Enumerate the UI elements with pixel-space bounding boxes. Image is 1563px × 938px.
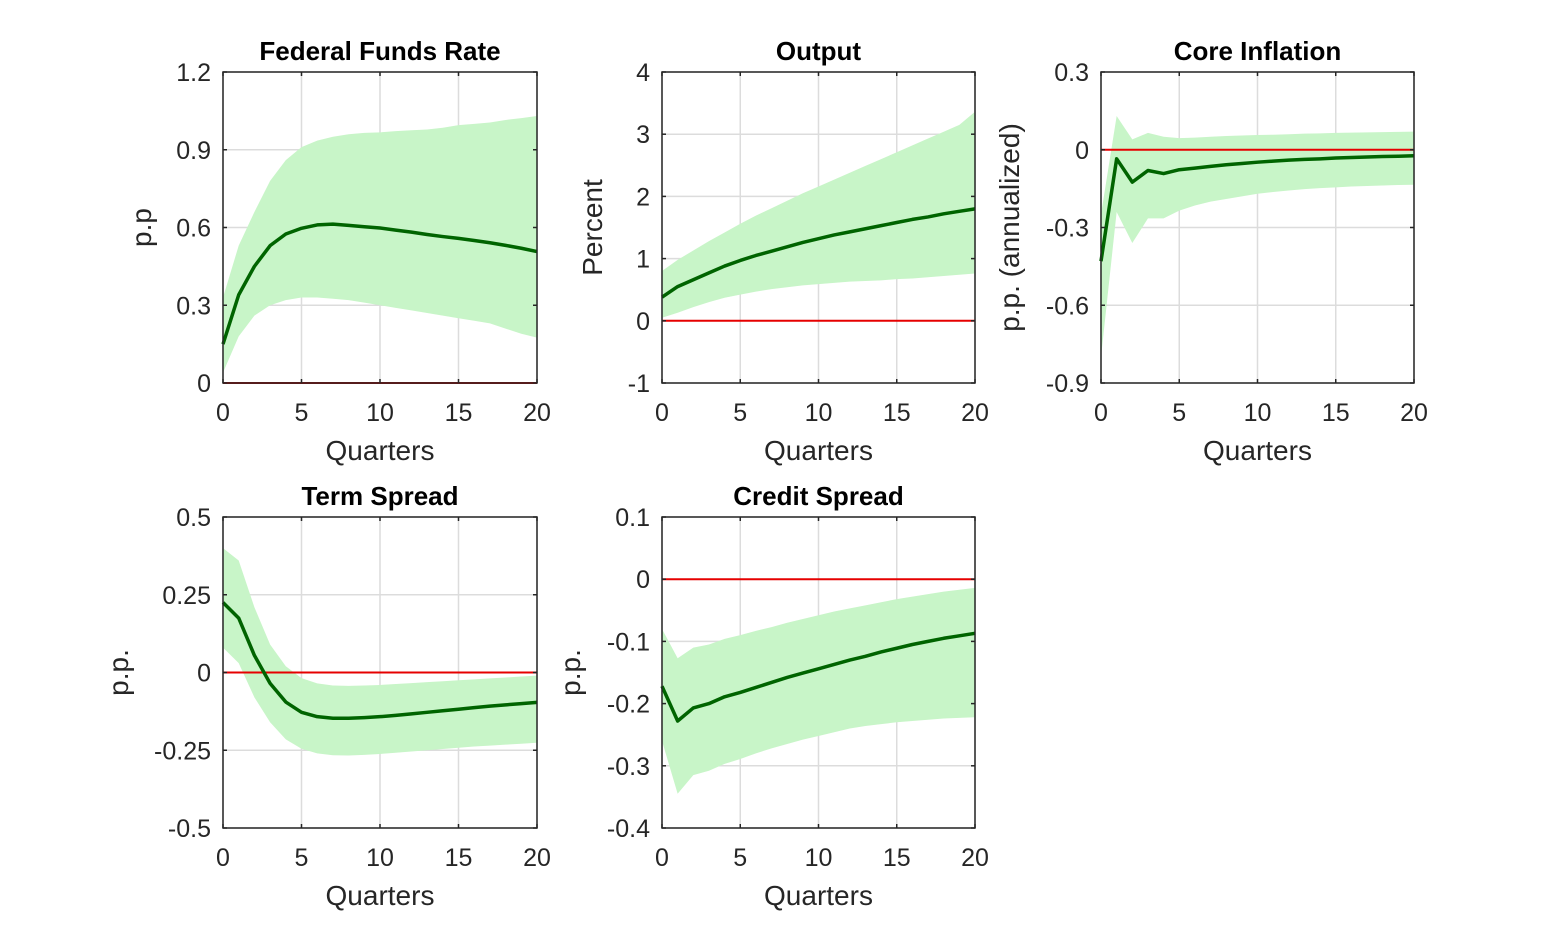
median-response-line	[221, 222, 538, 345]
median-response-line	[661, 207, 976, 299]
x-tick-label: 5	[295, 844, 309, 872]
x-tick-label: 20	[523, 844, 551, 872]
x-tick-label: 10	[366, 844, 394, 872]
x-tick-label: 0	[216, 399, 230, 427]
confidence-band	[223, 548, 537, 756]
x-axis-label: Quarters	[1203, 435, 1312, 466]
y-tick-label: -0.6	[1046, 292, 1089, 320]
median-response-line	[1099, 153, 1415, 262]
panel-term-spread: 0 5 10 15 20 -0.5 -0.25 0 0.25 0.5 Term Spread Quar…	[103, 481, 551, 911]
x-tick-label: 15	[1322, 399, 1350, 427]
x-tick-label: 15	[445, 399, 473, 427]
y-tick-label: 0.3	[1054, 59, 1089, 87]
x-tick-label: 10	[805, 399, 833, 427]
x-tick-label: 5	[733, 399, 747, 427]
y-tick-label: -0.4	[607, 815, 650, 843]
x-tick-label: 15	[883, 844, 911, 872]
y-tick-label: 0.5	[176, 504, 211, 532]
x-tick-label: 5	[733, 844, 747, 872]
y-tick-label: 0	[197, 660, 211, 688]
x-axis-label: Quarters	[764, 435, 873, 466]
panel-title: Core Inflation	[1174, 36, 1342, 66]
panel-title: Credit Spread	[733, 481, 904, 511]
x-axis-label: Quarters	[764, 880, 873, 911]
y-tick-label: -0.25	[154, 737, 211, 765]
x-tick-label: 10	[805, 844, 833, 872]
x-tick-label: 15	[883, 399, 911, 427]
y-tick-label: -0.1	[607, 628, 650, 656]
x-axis-label: Quarters	[326, 435, 435, 466]
y-tick-label: 1	[636, 246, 650, 274]
panel-credit-spread: 0 5 10 15 20 -0.4 -0.3 -0.2 -0.1 0 0.1 Credit Sprea…	[555, 481, 989, 911]
x-tick-label: 0	[1094, 399, 1108, 427]
y-axis-label: Percent	[577, 179, 608, 276]
y-tick-label: 0	[1075, 137, 1089, 165]
panel-core-inflation: 0 5 10 15 20 -0.9 -0.6 -0.3 0 0.3 Core Inflation Qu…	[994, 36, 1428, 466]
y-axis-label: p.p. (annualized)	[994, 123, 1025, 332]
y-tick-label: 2	[636, 183, 650, 211]
panel-title: Output	[776, 36, 862, 66]
x-tick-label: 0	[655, 399, 669, 427]
confidence-band	[662, 587, 975, 794]
x-tick-label: 5	[1172, 399, 1186, 427]
panel-title: Term Spread	[301, 481, 458, 511]
y-tick-label: 0.25	[162, 582, 211, 610]
y-tick-label: 0.1	[615, 504, 650, 532]
y-axis-label: p.p.	[555, 649, 586, 696]
x-tick-label: 0	[216, 844, 230, 872]
x-tick-label: 0	[655, 844, 669, 872]
x-tick-label: 5	[295, 399, 309, 427]
y-tick-label: 0.3	[176, 292, 211, 320]
x-tick-label: 20	[1400, 399, 1428, 427]
confidence-band	[662, 111, 975, 318]
y-axis-label: p.p	[126, 208, 157, 247]
y-axis-label: p.p.	[103, 649, 134, 696]
x-axis-label: Quarters	[326, 880, 435, 911]
y-tick-label: 0	[636, 566, 650, 594]
y-tick-label: -1	[628, 370, 650, 398]
y-tick-label: 1.2	[176, 59, 211, 87]
x-tick-label: 20	[523, 399, 551, 427]
x-tick-label: 15	[445, 844, 473, 872]
y-tick-label: -0.3	[1046, 215, 1089, 243]
confidence-band	[1101, 116, 1414, 358]
median-response-line	[221, 601, 538, 720]
y-tick-label: 0.6	[176, 215, 211, 243]
y-tick-label: -0.9	[1046, 370, 1089, 398]
y-tick-label: -0.5	[168, 815, 211, 843]
x-tick-label: 20	[961, 844, 989, 872]
median-response-line	[660, 631, 976, 723]
x-tick-label: 20	[961, 399, 989, 427]
confidence-band	[223, 116, 537, 373]
y-tick-label: -0.2	[607, 691, 650, 719]
y-tick-label: -0.3	[607, 753, 650, 781]
x-tick-label: 10	[1244, 399, 1272, 427]
y-tick-label: 0	[636, 308, 650, 336]
y-tick-label: 3	[636, 121, 650, 149]
y-tick-label: 4	[636, 59, 650, 87]
y-tick-label: 0.9	[176, 137, 211, 165]
panel-federal-funds-rate: 0 5 10 15 20 0 0.3 0.6 0.9 1.2 Federal Funds Rate Q…	[126, 36, 551, 466]
y-tick-label: 0	[197, 370, 211, 398]
x-tick-label: 10	[366, 399, 394, 427]
panel-title: Federal Funds Rate	[259, 36, 500, 66]
